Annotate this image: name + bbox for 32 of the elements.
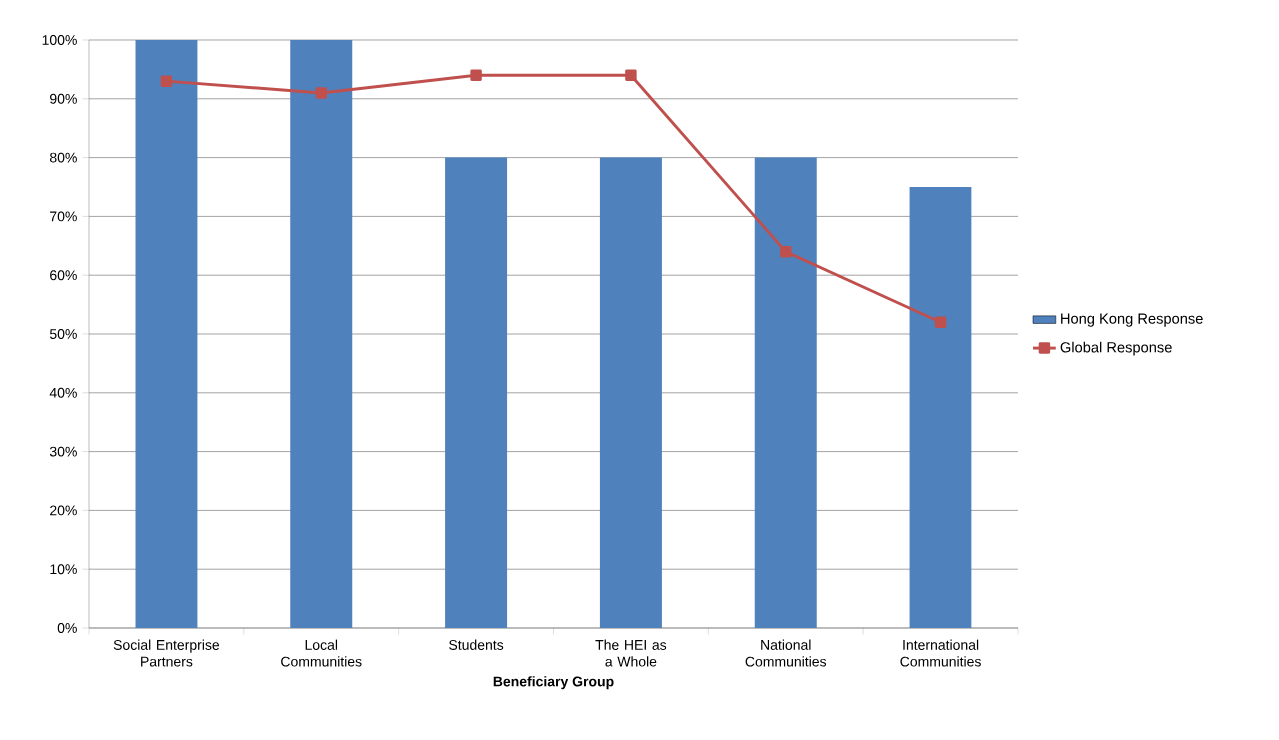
legend-label: Hong Kong Response [1061,313,1203,327]
point [160,75,173,87]
x-tick-label: Social Enterprise Partners [113,639,220,667]
bar [445,157,508,628]
x-tick-label: International Communities [900,639,981,667]
y-tick-label: 100% [42,35,77,45]
y-tick-label: 90% [50,93,77,104]
y-tick-label: 80% [49,152,77,163]
y-tick-label: 0% [57,623,77,633]
y-tick-label: 10% [50,564,77,575]
y-tick-label: 60% [50,270,77,281]
x-tick-label: Students [449,639,504,650]
y-tick-label: 20% [50,505,77,516]
bar [909,187,972,628]
y-tick-label: 50% [49,329,77,339]
x-tick-label: The HEI as a Whole [595,639,667,667]
x-tick-label: Local Communities [281,639,362,667]
point [780,245,792,258]
point [470,69,482,82]
point [934,316,947,328]
bar [599,157,662,628]
point [315,87,327,99]
bar [290,40,353,628]
y-tick-label: 30% [49,446,77,457]
bar [135,40,198,628]
x-tick-label: National Communities [745,639,827,667]
x-axis-title: Beneficiary Group [493,676,614,690]
bar [754,157,817,628]
y-tick-label: 40% [49,387,77,398]
point [625,69,637,82]
y-tick-label: 70% [50,211,77,222]
legend-label: Global Response [1060,341,1172,356]
